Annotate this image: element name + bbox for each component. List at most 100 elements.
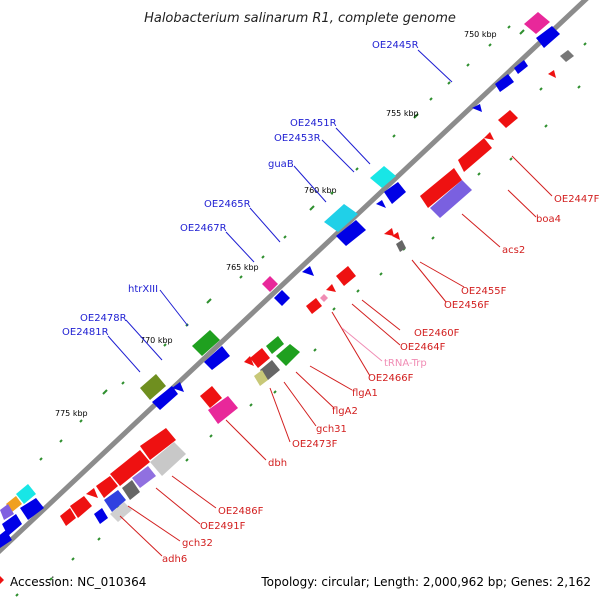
gene-fwd-purple-2 (132, 466, 156, 488)
gene-fwd-red-7 (336, 266, 356, 286)
gene-rev-blue-top (536, 26, 560, 48)
gene-rev-olive (140, 374, 166, 400)
accession-marker-icon (0, 576, 4, 584)
gene-fwd-red-11 (244, 356, 254, 366)
gene-rev-blue-8 (274, 290, 290, 306)
gene-rev-blue-7 (302, 266, 314, 276)
gene-fwd-red-14 (110, 450, 150, 486)
gene-fwd-red-8 (326, 284, 336, 292)
kbp-ticks: 750 kbp 755 kbp 760 kbp 765 kbp 770 kbp … (55, 29, 525, 418)
label-oe2473f: OE2473F (292, 439, 338, 450)
kbp-tick-765: 765 kbp (226, 263, 259, 272)
gene-fwd-red-17 (70, 496, 92, 518)
gene-fwd-olive (254, 370, 268, 386)
gene-fwd-lightgrey-2 (110, 502, 132, 522)
reverse-genes (0, 12, 574, 548)
label-oe2481r: OE2481R (62, 327, 109, 338)
label-gch31: gch31 (316, 424, 347, 435)
gene-fwd-blue-2 (94, 508, 108, 524)
gene-fwd-grey-1 (396, 240, 406, 252)
label-oe2456f: OE2456F (444, 300, 490, 311)
gene-fwd-red-2 (484, 132, 494, 140)
label-htrxiii: htrXIII (128, 284, 158, 295)
gene-rev-purple (0, 504, 14, 520)
label-guab: guaB (268, 159, 294, 170)
label-dbh: dbh (268, 458, 287, 469)
gene-fwd-red-1 (498, 110, 518, 128)
gene-rev-blue-1 (495, 74, 514, 92)
label-oe2451r: OE2451R (290, 118, 337, 129)
forward-labels: OE2447F boa4 acs2 OE2455F OE2456F OE2460… (162, 194, 600, 565)
label-oe2455f: OE2455F (461, 286, 507, 297)
gene-rev-blue-3 (472, 104, 482, 112)
forward-genes (60, 70, 556, 526)
label-oe2453r: OE2453R (274, 133, 321, 144)
gene-rev-blue-6 (336, 220, 366, 246)
gene-fwd-blue-1 (104, 490, 126, 512)
gene-rev-blue-12 (20, 498, 44, 520)
label-boa4: boa4 (536, 214, 561, 225)
label-oe2478r: OE2478R (80, 313, 127, 324)
map-title: Halobacterium salinarum R1, complete gen… (144, 11, 456, 26)
label-flga1: flgA1 (352, 388, 378, 399)
gene-fwd-lightgrey (150, 442, 186, 476)
label-oe2467r: OE2467R (180, 223, 227, 234)
forward-leaders (119, 155, 553, 557)
gene-fwd-red-4 (420, 168, 462, 208)
gene-rev-green-1 (192, 330, 220, 356)
gene-fwd-red-10 (250, 348, 270, 368)
gene-fwd-red-3 (458, 138, 492, 172)
gene-rev-blue-4 (384, 182, 406, 204)
kbp-tick-750: 750 kbp (464, 30, 497, 39)
label-flga2: flgA2 (332, 406, 358, 417)
kbp-tick-760: 760 kbp (304, 186, 337, 195)
gene-fwd-red-15 (96, 476, 118, 498)
kbp-tick-770: 770 kbp (140, 336, 173, 345)
kbp-tick-755: 755 kbp (386, 109, 419, 118)
gene-rev-cyan-3 (16, 484, 36, 504)
label-oe2464f: OE2464F (400, 342, 446, 353)
gene-fwd-red-6 (392, 232, 400, 240)
gene-fwd-red-13 (140, 428, 176, 460)
label-oe2466f: OE2466F (368, 373, 414, 384)
trna-leader (341, 327, 383, 362)
gene-rev-grey-top (560, 50, 574, 62)
label-gch32: gch32 (182, 538, 213, 549)
gene-fwd-red-18 (60, 508, 76, 526)
label-oe2491f: OE2491F (200, 521, 246, 532)
gene-rev-cyan-1 (370, 166, 396, 188)
gene-rev-blue-13 (2, 514, 22, 536)
gene-rev-blue-9 (204, 346, 230, 370)
gene-rev-blue-5 (376, 200, 386, 208)
gene-fwd-grey-3 (122, 480, 140, 500)
reverse-labels: OE2445R OE2451R OE2453R guaB OE2465R OE2… (62, 40, 419, 338)
gene-fwd-green-1 (276, 344, 300, 366)
gene-fwd-magenta (208, 396, 238, 424)
gene-rev-cyan-2 (324, 204, 358, 232)
label-adh6: adh6 (162, 554, 187, 565)
gene-rev-magenta-top (524, 12, 550, 34)
gene-rev-blue-2 (514, 60, 528, 74)
gene-fwd-red-9 (306, 298, 322, 314)
label-oe2460f: OE2460F (414, 328, 460, 339)
label-oe2445r: OE2445R (372, 40, 419, 51)
gene-rev-magenta-2 (262, 276, 278, 292)
label-oe2465r: OE2465R (204, 199, 251, 210)
gene-rev-blue-14 (0, 530, 12, 548)
reverse-leaders (107, 49, 453, 373)
gene-rev-blue-11 (172, 382, 184, 392)
gene-fwd-red-top (548, 70, 556, 78)
label-oe2447f: OE2447F (554, 194, 600, 205)
track-dashes (15, 25, 587, 597)
gene-rev-blue-10 (152, 386, 178, 410)
gene-fwd-green-2 (266, 336, 284, 354)
gene-fwd-pink (320, 294, 328, 302)
gene-fwd-purple (430, 180, 472, 218)
kbp-tick-775: 775 kbp (55, 409, 88, 418)
label-trna-trp: tRNA-Trp (384, 358, 427, 369)
accession-text: Accession: NC_010364 (10, 575, 146, 589)
gene-fwd-red-16 (86, 488, 98, 498)
gene-fwd-red-5 (384, 228, 394, 236)
label-acs2: acs2 (502, 245, 525, 256)
